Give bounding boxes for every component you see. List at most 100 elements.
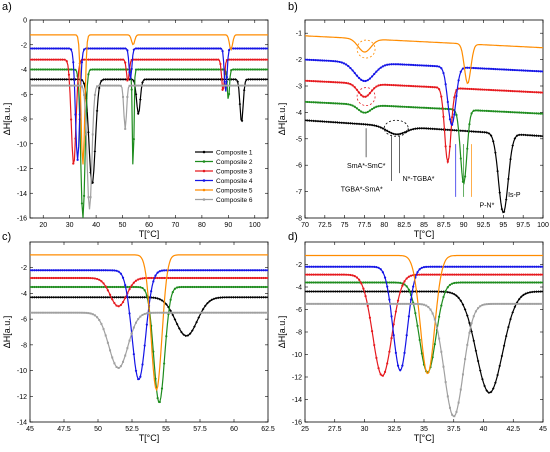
data-point <box>464 358 467 361</box>
data-point <box>236 276 239 280</box>
data-point <box>457 87 460 90</box>
data-point <box>31 68 34 71</box>
data-point <box>310 265 313 268</box>
data-point <box>210 84 213 87</box>
data-point <box>251 295 255 299</box>
data-point <box>487 132 491 135</box>
data-point <box>366 302 369 305</box>
data-point <box>219 285 222 289</box>
data-point <box>228 311 231 314</box>
data-point <box>333 290 337 293</box>
data-point <box>35 84 38 87</box>
data-point <box>308 290 311 293</box>
data-point <box>390 63 393 66</box>
data-point <box>175 78 179 81</box>
data-point <box>74 113 77 116</box>
data-point <box>117 78 121 81</box>
data-point <box>329 281 333 284</box>
data-point <box>353 275 356 278</box>
x-tick-label: 45 <box>539 426 547 433</box>
data-point <box>63 276 66 280</box>
data-point <box>407 105 410 109</box>
data-point <box>457 265 460 268</box>
data-point <box>137 278 140 281</box>
data-point <box>379 66 382 69</box>
data-point <box>121 78 125 81</box>
data-point <box>368 316 372 319</box>
data-point <box>100 58 103 61</box>
data-point <box>241 84 244 87</box>
data-point <box>526 281 529 284</box>
data-point <box>453 415 456 418</box>
data-point <box>351 69 354 72</box>
data-point <box>87 285 90 289</box>
data-point <box>520 281 523 284</box>
data-point <box>100 269 103 272</box>
data-point <box>113 84 116 87</box>
data-point <box>227 49 231 52</box>
data-point <box>156 84 159 87</box>
data-point <box>46 58 49 61</box>
data-point <box>141 81 144 84</box>
data-point <box>167 47 170 50</box>
data-point <box>427 265 430 268</box>
data-point <box>63 295 66 299</box>
data-point <box>238 47 241 50</box>
annotation-label: TGBA*-SmA* <box>341 187 383 194</box>
data-point <box>424 127 428 130</box>
data-point <box>163 58 166 61</box>
data-point <box>345 265 348 268</box>
data-point <box>444 273 447 276</box>
data-point <box>39 276 42 280</box>
data-point <box>394 351 397 354</box>
data-point <box>258 47 261 50</box>
x-tick-label: 100 <box>537 222 549 229</box>
data-point <box>225 296 229 299</box>
data-point <box>492 89 495 92</box>
data-point <box>143 344 146 347</box>
data-point <box>485 281 488 284</box>
data-point <box>171 58 174 61</box>
data-point <box>85 311 88 314</box>
data-point <box>515 69 519 72</box>
data-point <box>245 47 248 50</box>
data-point <box>163 269 166 272</box>
data-point <box>176 286 179 289</box>
data-point <box>446 265 449 268</box>
data-point <box>115 47 118 50</box>
data-point <box>117 270 120 273</box>
data-point <box>184 78 188 81</box>
data-point <box>442 128 445 131</box>
y-tick-label: -8 <box>21 342 27 349</box>
data-point <box>483 303 486 306</box>
data-point <box>513 305 517 309</box>
data-point <box>429 127 432 130</box>
data-point <box>386 285 389 288</box>
legend-label: Composite 3 <box>216 168 253 175</box>
data-point <box>111 47 114 50</box>
data-point <box>206 285 209 289</box>
data-point <box>160 269 164 272</box>
data-point <box>124 354 127 357</box>
data-point <box>206 276 209 280</box>
data-point <box>433 290 437 293</box>
data-point <box>461 373 464 376</box>
data-point <box>119 58 122 61</box>
data-point <box>63 78 66 81</box>
data-point <box>197 68 200 71</box>
data-point <box>513 273 516 276</box>
data-point <box>160 47 164 50</box>
data-point <box>65 276 68 280</box>
data-point <box>362 302 365 305</box>
data-point <box>204 68 207 71</box>
data-point <box>214 78 218 81</box>
y-tick-label: -6 <box>21 92 27 99</box>
legend-marker <box>202 160 206 163</box>
y-tick-label: -14 <box>292 397 302 404</box>
data-point <box>358 302 361 305</box>
data-point <box>245 84 248 87</box>
data-point <box>520 69 523 72</box>
data-point <box>152 84 155 87</box>
data-point <box>394 63 397 66</box>
